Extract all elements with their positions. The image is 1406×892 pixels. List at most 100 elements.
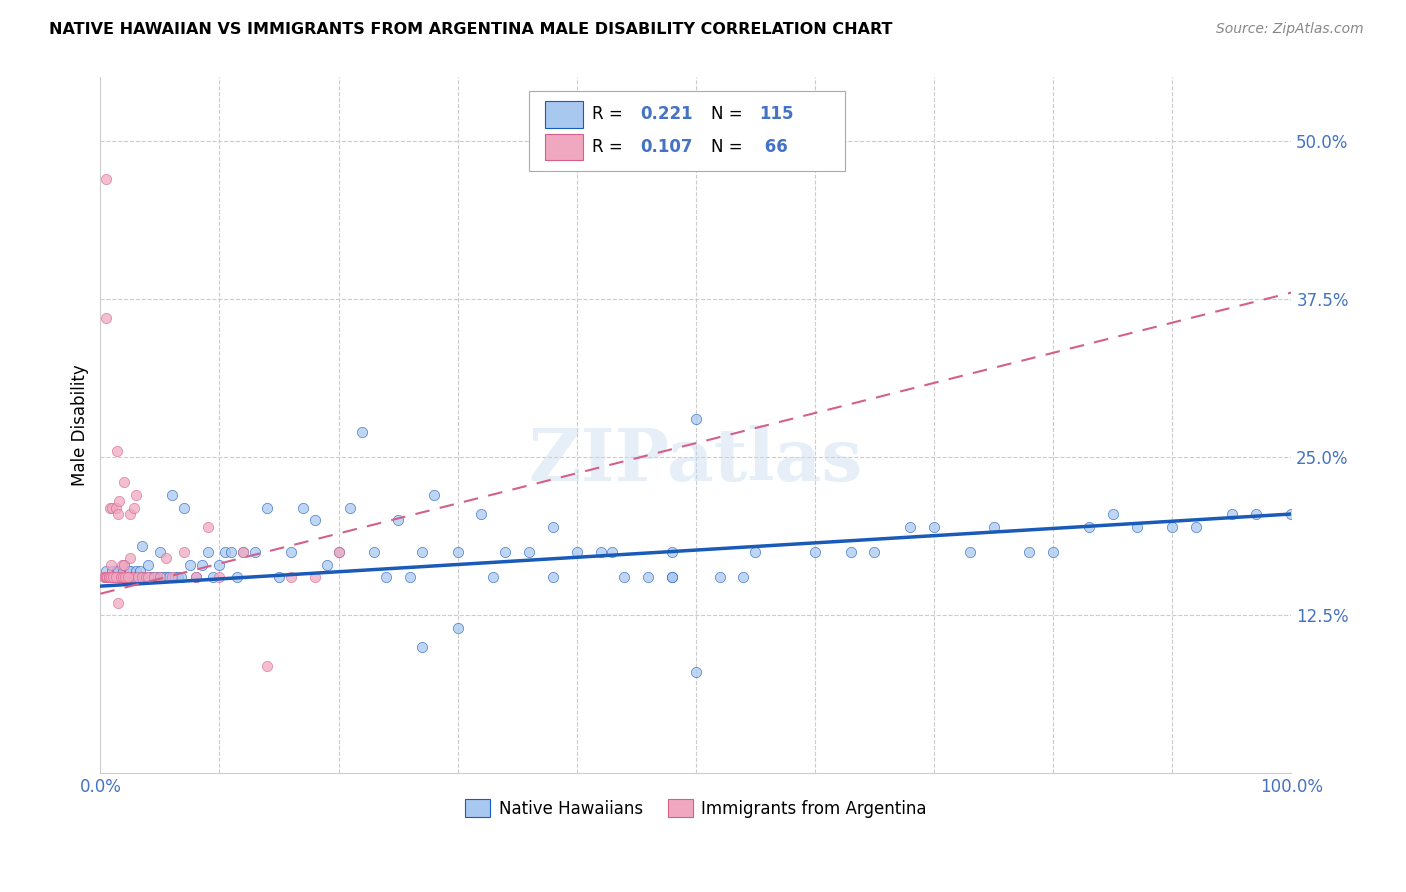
Point <box>111 558 134 572</box>
Point <box>280 545 302 559</box>
Point <box>96 310 118 325</box>
Point <box>315 558 337 572</box>
Point <box>136 570 159 584</box>
Point <box>166 570 188 584</box>
Point <box>115 570 138 584</box>
Point <box>120 570 142 584</box>
Point <box>114 570 136 584</box>
Point <box>983 519 1005 533</box>
Point <box>399 570 422 584</box>
Point <box>744 545 766 559</box>
Point <box>470 507 492 521</box>
Point <box>184 570 207 584</box>
Point <box>208 570 231 584</box>
Point <box>97 570 120 584</box>
Point <box>541 570 564 584</box>
Point <box>118 564 141 578</box>
Point <box>170 570 193 584</box>
Point <box>352 425 374 439</box>
Point <box>122 570 145 584</box>
Text: R =: R = <box>592 138 628 156</box>
Point <box>112 558 135 572</box>
Point <box>114 570 136 584</box>
Point <box>1279 507 1302 521</box>
Point <box>108 570 131 584</box>
Point <box>121 570 143 584</box>
Point <box>96 570 118 584</box>
Point <box>121 570 143 584</box>
Point <box>104 570 127 584</box>
Point <box>103 570 125 584</box>
Point <box>105 570 128 584</box>
Point <box>100 570 122 584</box>
Point <box>107 570 129 584</box>
Point <box>149 570 172 584</box>
Point <box>898 519 921 533</box>
Point <box>1161 519 1184 533</box>
Point <box>131 570 153 584</box>
Point <box>602 545 624 559</box>
Text: R =: R = <box>592 105 628 123</box>
Point <box>107 570 129 584</box>
Point <box>1220 507 1243 521</box>
Point <box>107 596 129 610</box>
Point <box>104 570 127 584</box>
Point <box>94 570 117 584</box>
Text: N =: N = <box>711 138 748 156</box>
Point <box>208 558 231 572</box>
Point <box>160 488 183 502</box>
Text: NATIVE HAWAIIAN VS IMMIGRANTS FROM ARGENTINA MALE DISABILITY CORRELATION CHART: NATIVE HAWAIIAN VS IMMIGRANTS FROM ARGEN… <box>49 22 893 37</box>
Point <box>142 570 165 584</box>
Point <box>541 519 564 533</box>
Point <box>125 564 148 578</box>
Point <box>125 488 148 502</box>
Point <box>197 519 219 533</box>
Point <box>1244 507 1267 521</box>
Point <box>127 570 149 584</box>
Point <box>115 570 138 584</box>
Point <box>103 570 125 584</box>
Point <box>155 570 177 584</box>
Point <box>117 570 139 584</box>
Point <box>101 570 124 584</box>
Legend: Native Hawaiians, Immigrants from Argentina: Native Hawaiians, Immigrants from Argent… <box>458 793 934 824</box>
Point <box>101 570 124 584</box>
Point <box>98 570 121 584</box>
Point <box>280 570 302 584</box>
Text: 0.221: 0.221 <box>640 105 693 123</box>
Point <box>839 545 862 559</box>
Point <box>411 640 433 654</box>
Point <box>120 551 142 566</box>
FancyBboxPatch shape <box>544 134 582 161</box>
Point <box>589 545 612 559</box>
Point <box>613 570 636 584</box>
Point <box>661 570 683 584</box>
Point <box>685 412 707 426</box>
Point <box>149 570 172 584</box>
Point <box>221 545 243 559</box>
Point <box>232 545 254 559</box>
Point <box>104 570 127 584</box>
Point <box>117 570 139 584</box>
Point <box>134 570 156 584</box>
Point <box>93 570 115 584</box>
Point <box>96 564 118 578</box>
Point <box>97 570 120 584</box>
Point <box>127 570 149 584</box>
Point <box>111 564 134 578</box>
Point <box>339 500 361 515</box>
Point <box>139 570 162 584</box>
Point <box>494 545 516 559</box>
Point <box>142 570 165 584</box>
Point <box>256 500 278 515</box>
Point <box>98 570 121 584</box>
Point <box>104 570 127 584</box>
Text: 0.107: 0.107 <box>640 138 692 156</box>
Point <box>446 621 468 635</box>
Point <box>97 570 120 584</box>
Y-axis label: Male Disability: Male Disability <box>72 365 89 486</box>
Point <box>190 558 212 572</box>
Point <box>517 545 540 559</box>
Point <box>423 488 446 502</box>
Point <box>1185 519 1208 533</box>
